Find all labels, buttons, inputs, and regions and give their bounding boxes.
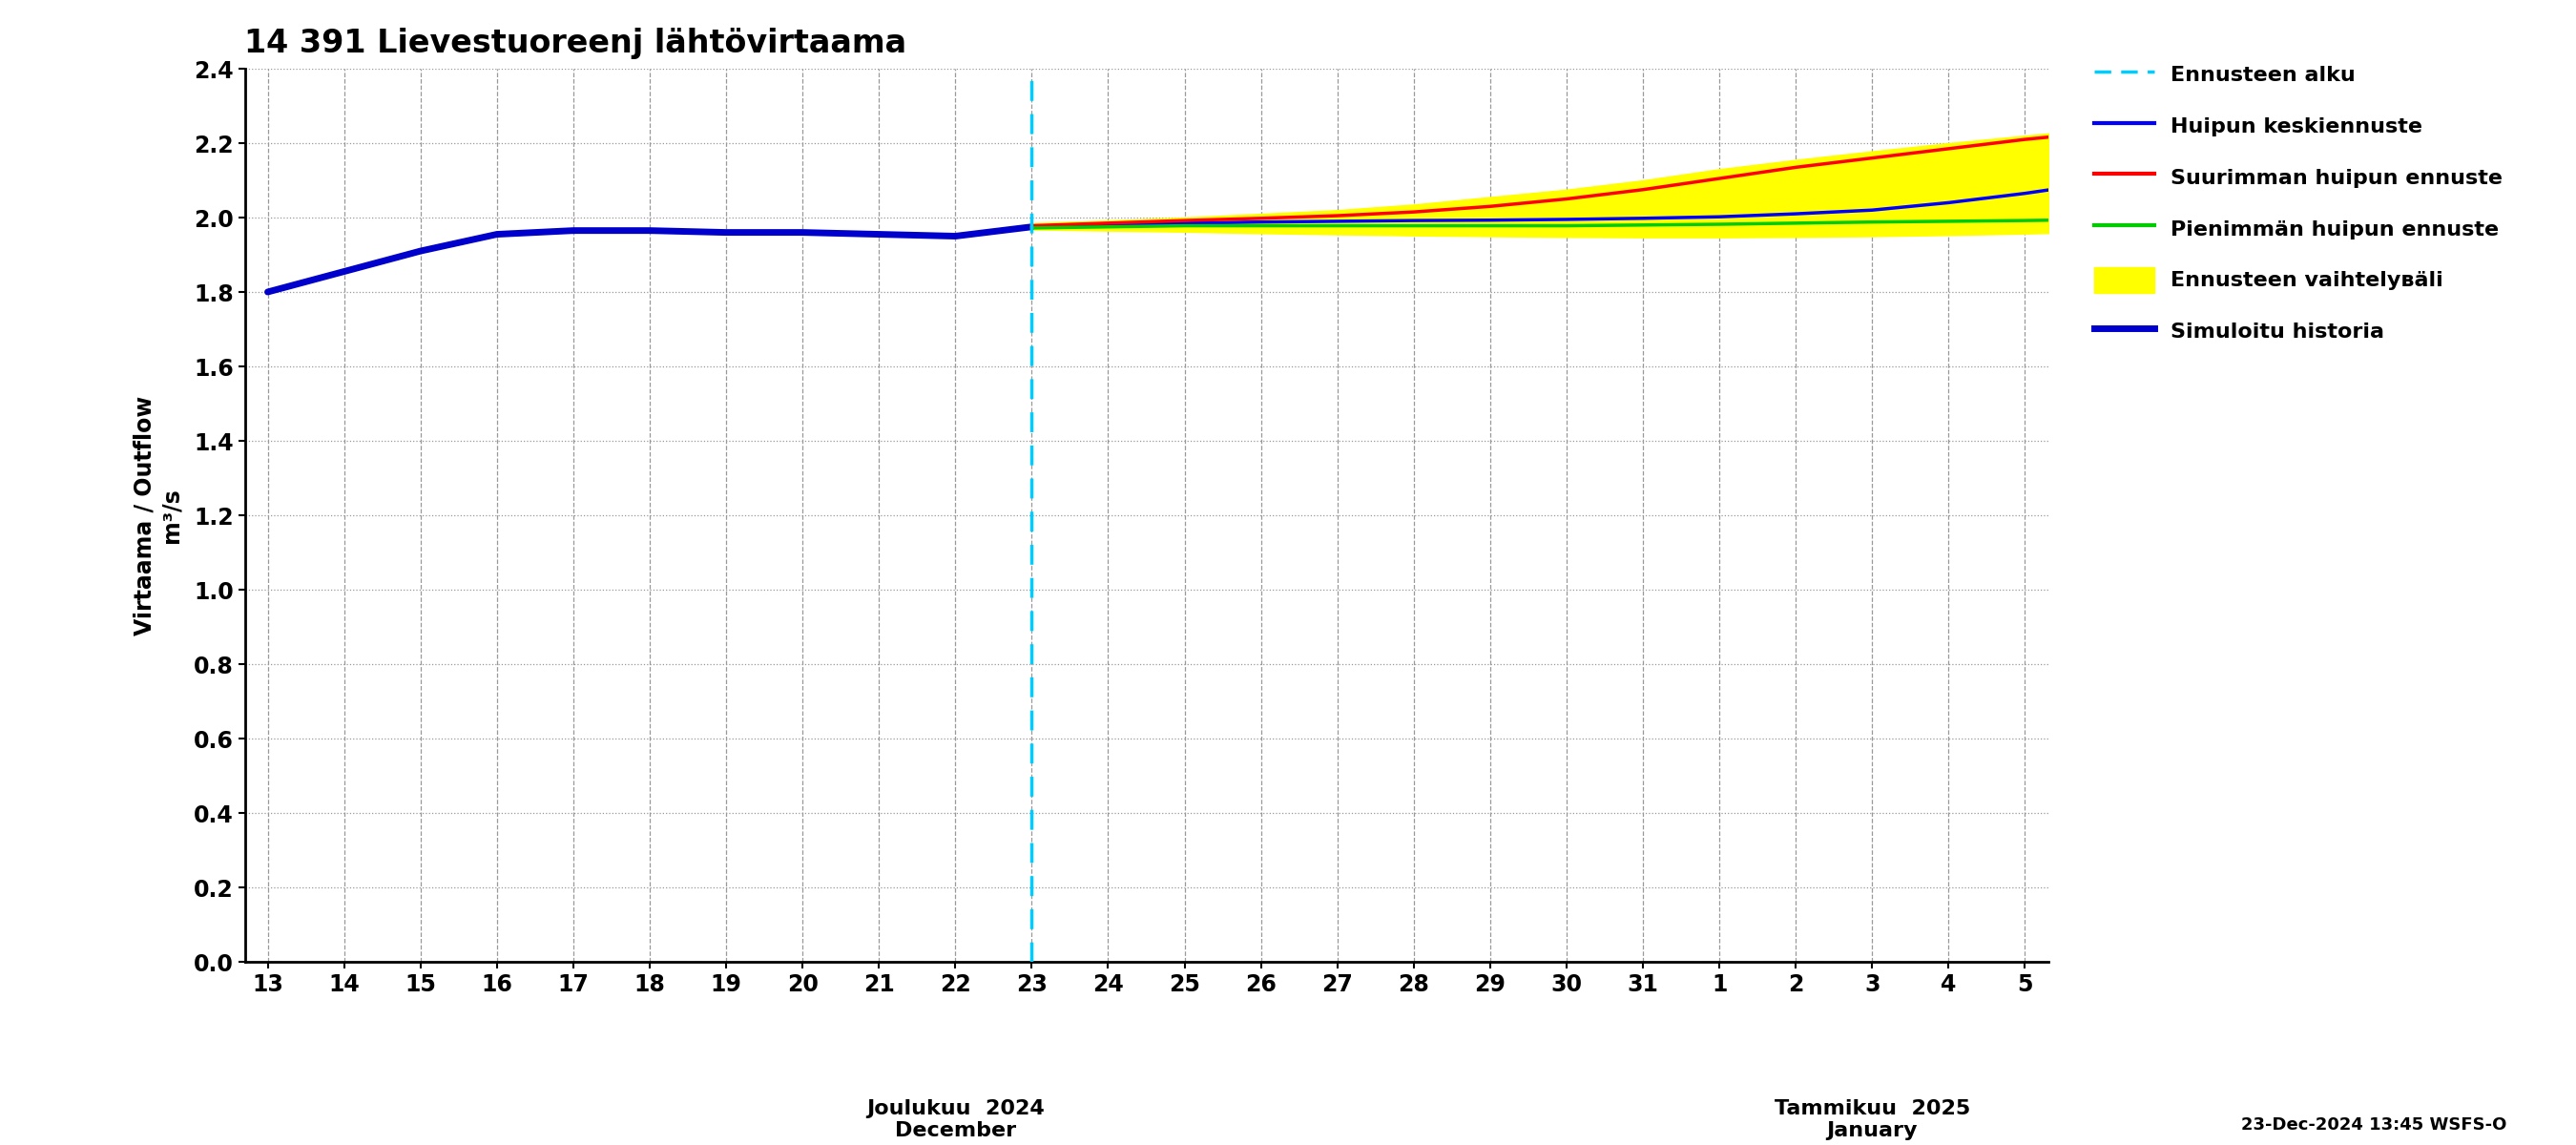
Y-axis label: Virtaama / Outflow
m³/s: Virtaama / Outflow m³/s xyxy=(134,395,183,635)
Text: Joulukuu  2024
December: Joulukuu 2024 December xyxy=(866,1099,1043,1140)
Text: 23-Dec-2024 13:45 WSFS-O: 23-Dec-2024 13:45 WSFS-O xyxy=(2241,1116,2506,1134)
Legend: Ennusteen alku, Huipun keskiennuste, Suurimman huipun ennuste, Pienimmän huipun : Ennusteen alku, Huipun keskiennuste, Suu… xyxy=(2094,62,2504,344)
Text: 14 391 Lievestuoreenj lähtövirtaama: 14 391 Lievestuoreenj lähtövirtaama xyxy=(245,27,907,60)
Text: Tammikuu  2025
January: Tammikuu 2025 January xyxy=(1775,1099,1971,1140)
